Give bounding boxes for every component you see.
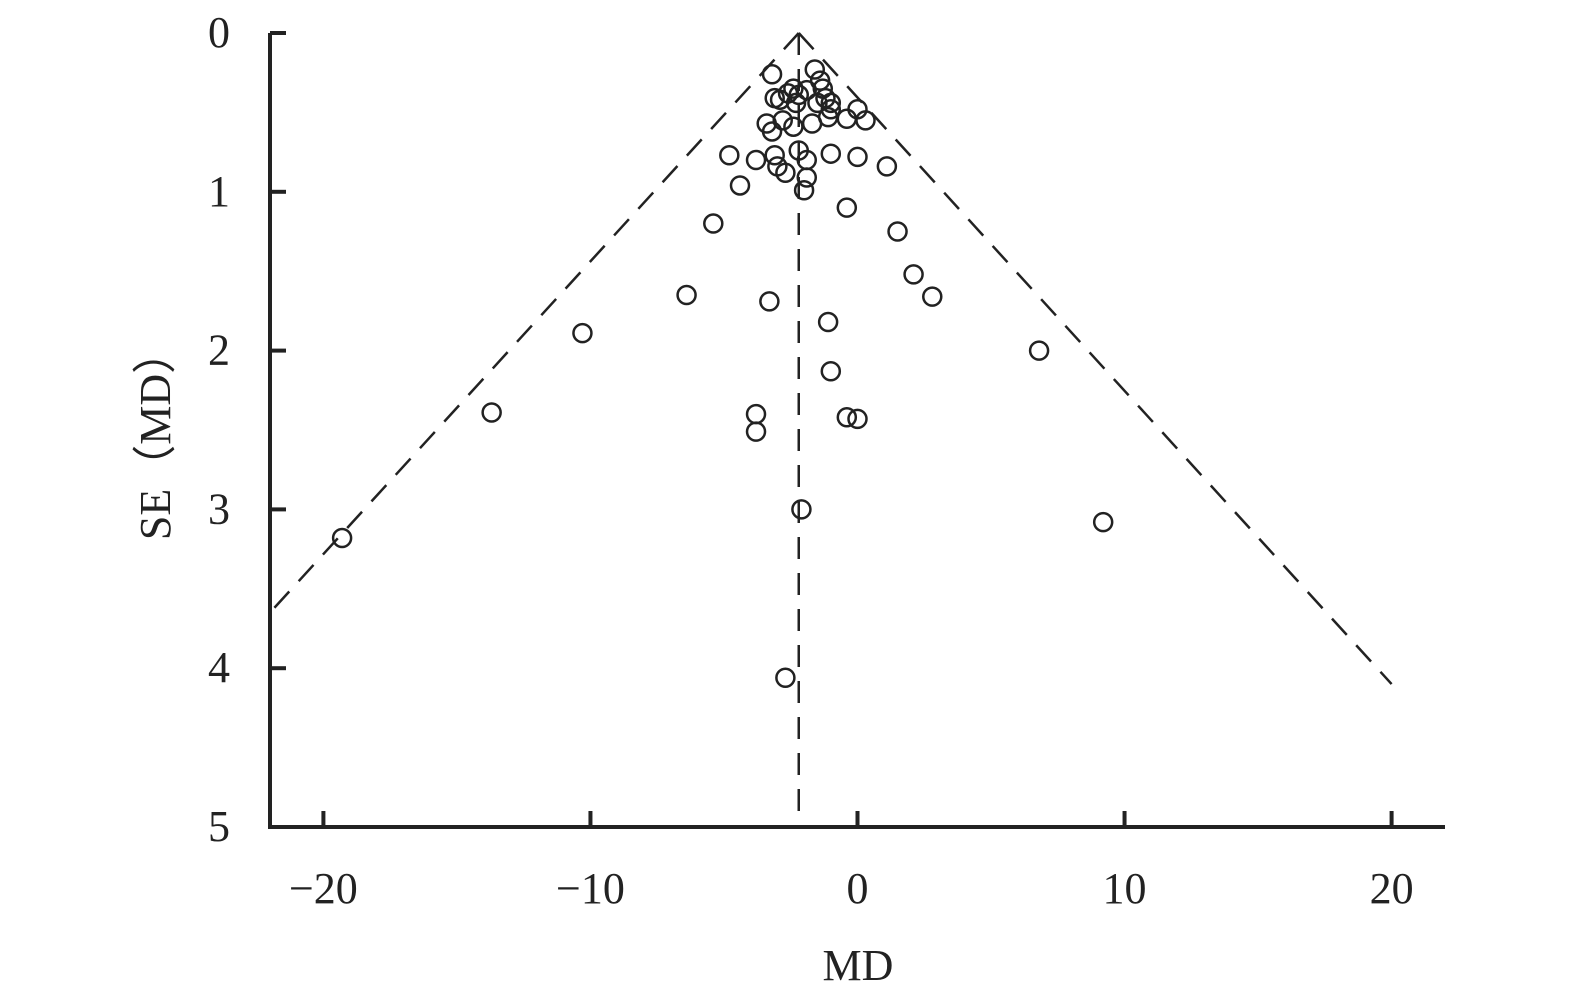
point — [791, 499, 812, 520]
point — [796, 167, 818, 188]
reference-line — [797, 32, 1393, 685]
point — [847, 408, 868, 430]
point — [783, 78, 804, 99]
y-tick-label: 4 — [208, 643, 230, 692]
point — [481, 402, 502, 423]
point — [855, 110, 876, 131]
point — [772, 110, 793, 131]
point — [887, 221, 908, 242]
point — [836, 407, 858, 428]
point — [820, 360, 842, 382]
point — [719, 145, 740, 166]
point — [331, 527, 353, 549]
point — [804, 59, 826, 80]
point — [1028, 340, 1050, 361]
y-tick-label: 2 — [208, 326, 230, 375]
y-tick-label: 1 — [208, 167, 230, 216]
point — [785, 92, 807, 114]
x-tick-label: −10 — [556, 864, 625, 913]
point — [817, 311, 839, 333]
y-tick-label: 0 — [208, 8, 230, 57]
y-axis-title: SE（MD） — [131, 330, 180, 540]
point — [769, 89, 791, 110]
point — [745, 403, 767, 425]
point — [847, 146, 868, 168]
point — [764, 145, 785, 166]
point — [572, 322, 593, 344]
point — [676, 284, 697, 306]
point — [820, 92, 842, 114]
point — [759, 291, 780, 312]
point — [836, 108, 858, 130]
point — [775, 667, 796, 688]
point — [745, 149, 767, 171]
x-axis-title: MD — [823, 941, 894, 990]
x-tick-label: 20 — [1370, 864, 1414, 913]
point — [1092, 511, 1114, 533]
x-tick-label: 0 — [847, 864, 869, 913]
point — [922, 286, 943, 307]
point — [903, 264, 924, 285]
y-tick-label: 5 — [208, 802, 230, 851]
x-tick-label: 10 — [1103, 864, 1147, 913]
point — [775, 162, 796, 183]
point — [703, 213, 724, 234]
point — [793, 179, 815, 201]
x-tick-label: −20 — [289, 864, 358, 913]
point — [761, 121, 783, 142]
point — [807, 92, 828, 114]
point — [761, 64, 783, 85]
y-tick-label: 3 — [208, 484, 230, 533]
point — [801, 113, 823, 134]
point — [836, 197, 858, 218]
point — [820, 143, 842, 164]
point — [796, 79, 818, 101]
point — [729, 175, 751, 196]
reference-line — [269, 32, 800, 614]
point — [745, 421, 767, 442]
point — [876, 156, 898, 177]
